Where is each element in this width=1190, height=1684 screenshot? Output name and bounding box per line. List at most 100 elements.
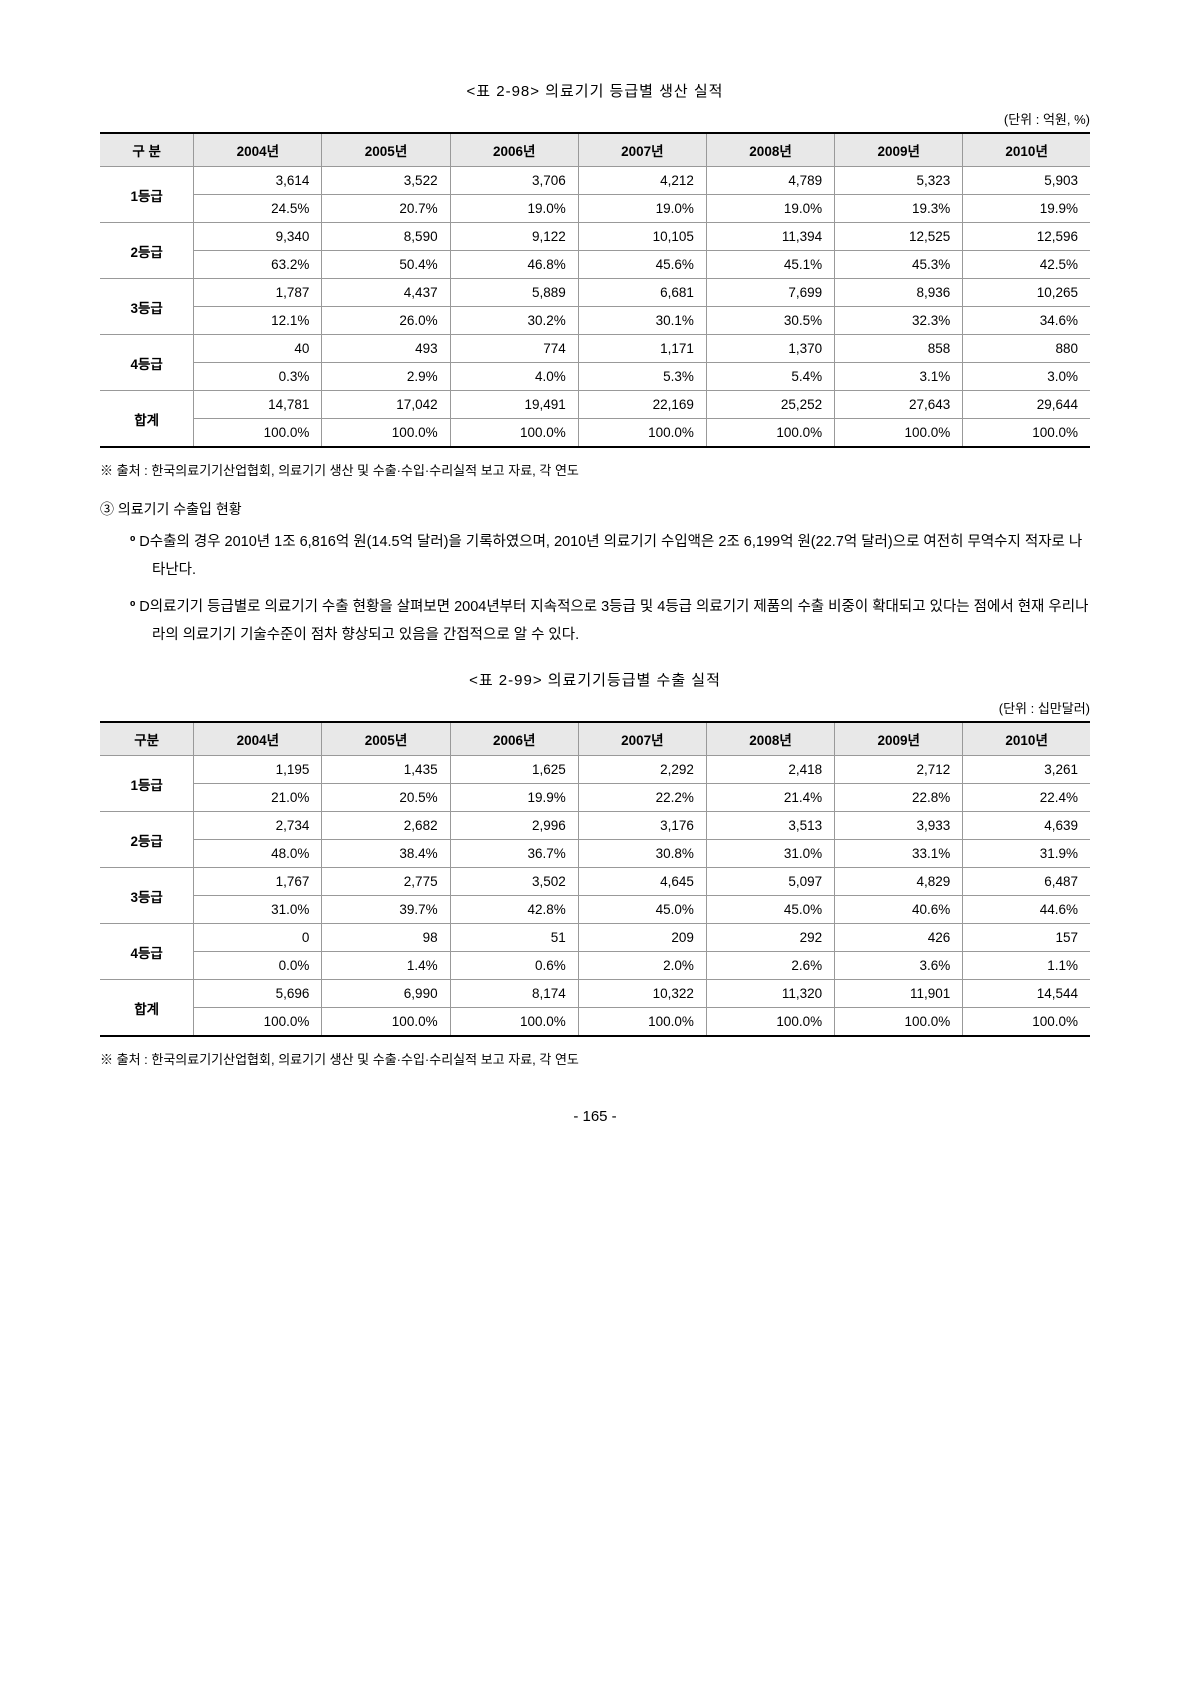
table-cell: 1,625 bbox=[450, 756, 578, 784]
table-cell: 12,596 bbox=[963, 223, 1090, 251]
table-cell: 2.6% bbox=[706, 952, 834, 980]
table-cell: 22.8% bbox=[835, 784, 963, 812]
table-cell: 100.0% bbox=[194, 1008, 322, 1037]
table-cell: 31.9% bbox=[963, 840, 1090, 868]
table2-title: <표 2-99> 의료기기등급별 수출 실적 bbox=[100, 669, 1090, 690]
table-cell: 17,042 bbox=[322, 391, 450, 419]
row-label: 합계 bbox=[100, 980, 194, 1037]
table-cell: 5,889 bbox=[450, 279, 578, 307]
table-cell: 11,394 bbox=[706, 223, 834, 251]
table-cell: 2,682 bbox=[322, 812, 450, 840]
row-label: 1등급 bbox=[100, 756, 194, 812]
table-cell: 48.0% bbox=[194, 840, 322, 868]
table-cell: 100.0% bbox=[706, 419, 834, 448]
table-cell: 1,171 bbox=[578, 335, 706, 363]
table-header-cell: 2005년 bbox=[322, 722, 450, 756]
table-cell: 14,781 bbox=[194, 391, 322, 419]
table-cell: 774 bbox=[450, 335, 578, 363]
table-cell: 3,522 bbox=[322, 167, 450, 195]
table-cell: 22.2% bbox=[578, 784, 706, 812]
table-header-cell: 2006년 bbox=[450, 133, 578, 167]
table-cell: 0.6% bbox=[450, 952, 578, 980]
table-cell: 4,212 bbox=[578, 167, 706, 195]
table-cell: 26.0% bbox=[322, 307, 450, 335]
table-cell: 4,645 bbox=[578, 868, 706, 896]
table-cell: 100.0% bbox=[706, 1008, 834, 1037]
table-cell: 1.1% bbox=[963, 952, 1090, 980]
table-cell: 4,639 bbox=[963, 812, 1090, 840]
table-cell: 209 bbox=[578, 924, 706, 952]
table-cell: 14,544 bbox=[963, 980, 1090, 1008]
table-cell: 5.3% bbox=[578, 363, 706, 391]
table-cell: 51 bbox=[450, 924, 578, 952]
table-cell: 98 bbox=[322, 924, 450, 952]
table-header-cell: 2008년 bbox=[706, 133, 834, 167]
table-cell: 100.0% bbox=[322, 419, 450, 448]
table-cell: 36.7% bbox=[450, 840, 578, 868]
table-cell: 100.0% bbox=[835, 419, 963, 448]
table-cell: 157 bbox=[963, 924, 1090, 952]
table-header-cell: 2005년 bbox=[322, 133, 450, 167]
table-cell: 45.6% bbox=[578, 251, 706, 279]
table-cell: 19.9% bbox=[963, 195, 1090, 223]
table-cell: 30.5% bbox=[706, 307, 834, 335]
table-cell: 8,936 bbox=[835, 279, 963, 307]
table-cell: 19,491 bbox=[450, 391, 578, 419]
table-cell: 45.0% bbox=[578, 896, 706, 924]
table-cell: 10,322 bbox=[578, 980, 706, 1008]
table-cell: 100.0% bbox=[450, 1008, 578, 1037]
table-cell: 1,787 bbox=[194, 279, 322, 307]
table-cell: 2.0% bbox=[578, 952, 706, 980]
table-cell: 100.0% bbox=[963, 1008, 1090, 1037]
table-cell: 1,767 bbox=[194, 868, 322, 896]
table-cell: 100.0% bbox=[450, 419, 578, 448]
table-cell: 11,901 bbox=[835, 980, 963, 1008]
table-cell: 2,712 bbox=[835, 756, 963, 784]
table-cell: 4.0% bbox=[450, 363, 578, 391]
table-cell: 3,933 bbox=[835, 812, 963, 840]
table-cell: 50.4% bbox=[322, 251, 450, 279]
table-cell: 2.9% bbox=[322, 363, 450, 391]
row-label: 합계 bbox=[100, 391, 194, 448]
table-cell: 3,706 bbox=[450, 167, 578, 195]
table-cell: 1.4% bbox=[322, 952, 450, 980]
table-header-cell: 2007년 bbox=[578, 722, 706, 756]
table-cell: 21.4% bbox=[706, 784, 834, 812]
table-cell: 493 bbox=[322, 335, 450, 363]
row-label: 3등급 bbox=[100, 279, 194, 335]
para1-text: D수출의 경우 2010년 1조 6,816억 원(14.5억 달러)을 기록하… bbox=[139, 534, 1082, 578]
table-cell: 20.5% bbox=[322, 784, 450, 812]
table-cell: 29,644 bbox=[963, 391, 1090, 419]
table-cell: 19.0% bbox=[706, 195, 834, 223]
table-cell: 32.3% bbox=[835, 307, 963, 335]
row-label: 4등급 bbox=[100, 924, 194, 980]
table-cell: 40 bbox=[194, 335, 322, 363]
table-cell: 45.0% bbox=[706, 896, 834, 924]
table2: 구분2004년2005년2006년2007년2008년2009년2010년1등급… bbox=[100, 721, 1090, 1037]
table-cell: 8,174 bbox=[450, 980, 578, 1008]
table-cell: 19.9% bbox=[450, 784, 578, 812]
table1-unit: (단위 : 억원, %) bbox=[100, 109, 1090, 128]
table-cell: 45.1% bbox=[706, 251, 834, 279]
table-cell: 40.6% bbox=[835, 896, 963, 924]
table-cell: 25,252 bbox=[706, 391, 834, 419]
table-cell: 12,525 bbox=[835, 223, 963, 251]
table-cell: 4,829 bbox=[835, 868, 963, 896]
table-cell: 0.3% bbox=[194, 363, 322, 391]
table-cell: 9,340 bbox=[194, 223, 322, 251]
table-cell: 7,699 bbox=[706, 279, 834, 307]
paragraph-1: ºD수출의 경우 2010년 1조 6,816억 원(14.5억 달러)을 기록… bbox=[130, 529, 1090, 584]
table-cell: 2,775 bbox=[322, 868, 450, 896]
table-cell: 100.0% bbox=[194, 419, 322, 448]
row-label: 2등급 bbox=[100, 223, 194, 279]
table-cell: 10,105 bbox=[578, 223, 706, 251]
table-cell: 426 bbox=[835, 924, 963, 952]
table-cell: 2,292 bbox=[578, 756, 706, 784]
table-cell: 3,261 bbox=[963, 756, 1090, 784]
table-cell: 44.6% bbox=[963, 896, 1090, 924]
table-cell: 9,122 bbox=[450, 223, 578, 251]
table-cell: 38.4% bbox=[322, 840, 450, 868]
table-cell: 12.1% bbox=[194, 307, 322, 335]
table-header-cell: 2008년 bbox=[706, 722, 834, 756]
table-cell: 2,996 bbox=[450, 812, 578, 840]
